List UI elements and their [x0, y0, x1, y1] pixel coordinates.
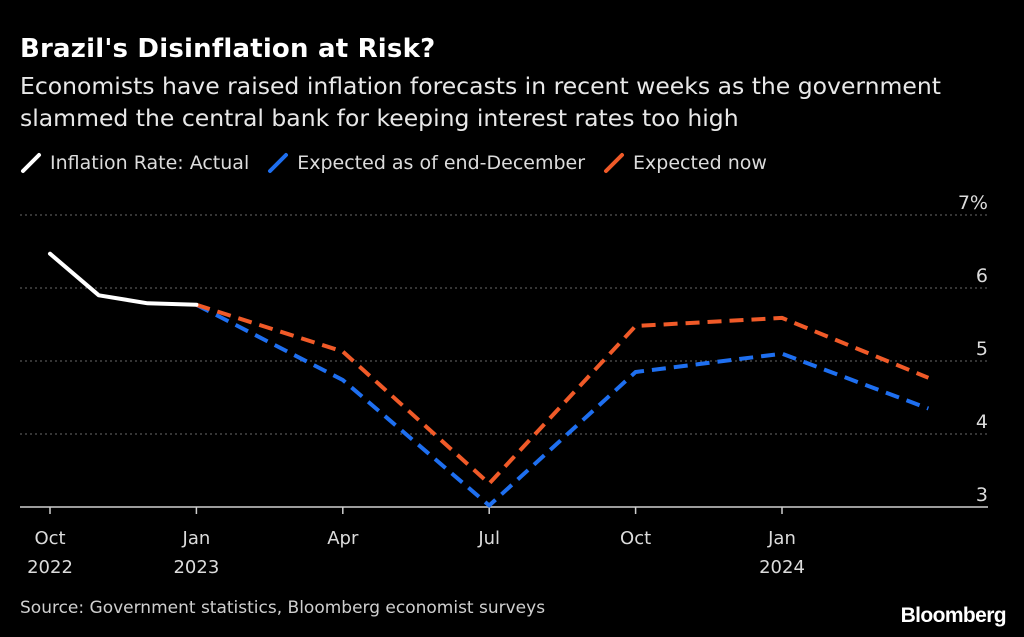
y-tick-label-2: 5 — [976, 338, 988, 360]
legend-label-actual: Inflation Rate: Actual — [50, 152, 250, 174]
x-tick-label-1: Jan — [182, 528, 211, 549]
legend-item-expected-now: Expected now — [603, 152, 767, 174]
x-tick-year-5: 2024 — [759, 557, 805, 578]
series-line-1 — [195, 303, 930, 508]
x-tick-year-0: 2022 — [27, 557, 73, 578]
legend: Inflation Rate: Actual Expected as of en… — [20, 152, 785, 174]
y-tick-label-4: 7% — [958, 192, 988, 214]
x-tick-year-1: 2023 — [173, 557, 219, 578]
legend-label-end-december: Expected as of end-December — [297, 152, 586, 174]
x-tick-label-0: Oct — [34, 528, 65, 549]
y-tick-label-3: 6 — [976, 265, 988, 287]
x-tick-label-3: Jul — [477, 528, 500, 549]
legend-swatch-end-december — [268, 153, 289, 173]
legend-swatch-expected-now — [604, 153, 625, 173]
chart-subtitle: Economists have raised inflation forecas… — [20, 72, 941, 132]
chart-title: Brazil's Disinflation at Risk? — [20, 34, 436, 64]
bloomberg-logo: Bloomberg — [900, 604, 1007, 627]
legend-swatch-actual — [21, 153, 41, 173]
x-tick-label-5: Jan — [767, 528, 796, 549]
legend-item-end-december: Expected as of end-December — [267, 152, 585, 174]
legend-item-actual: Inflation Rate: Actual — [20, 152, 249, 174]
y-tick-label-0: 3 — [976, 484, 988, 506]
x-tick-label-2: Apr — [327, 528, 359, 549]
series-line-2 — [195, 302, 930, 486]
y-tick-label-1: 4 — [976, 411, 988, 433]
legend-label-expected-now: Expected now — [633, 152, 767, 174]
series-line-0 — [48, 251, 199, 307]
x-tick-label-4: Oct — [620, 528, 651, 549]
source-note: Source: Government statistics, Bloomberg… — [20, 598, 546, 618]
